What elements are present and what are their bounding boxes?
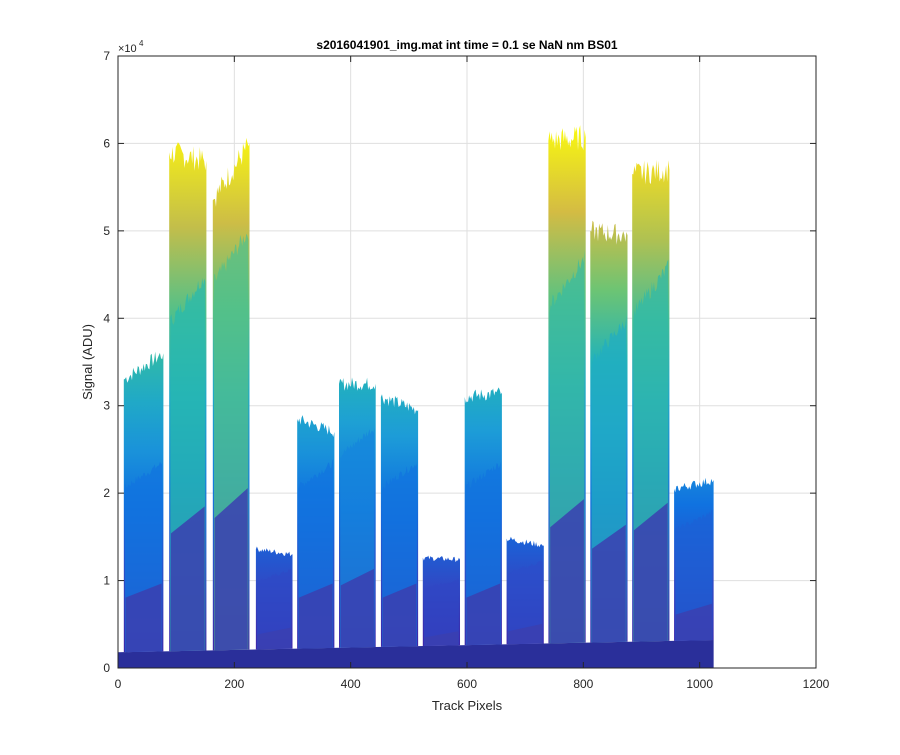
signal-band-base [466, 583, 501, 646]
y-tick-label: 4 [103, 311, 110, 325]
signal-band-base [508, 623, 543, 645]
baseline-floor [118, 640, 714, 668]
signal-band-base [170, 506, 205, 652]
x-tick-label: 400 [341, 677, 361, 691]
x-axis-label: Track Pixels [432, 698, 503, 713]
signal-band-base [592, 524, 626, 643]
chart-title: s2016041901_img.mat int time = 0.1 se Na… [316, 38, 617, 52]
y-exponent: ×10 4 [118, 39, 144, 55]
signal-band-base [382, 583, 417, 647]
signal-band-base [257, 627, 291, 650]
tick-layer: 0 200 400 600 800 1000 1200 0 1 2 3 4 5 6 7 [103, 49, 829, 691]
x-tick-label: 800 [573, 677, 593, 691]
x-tick-label: 0 [115, 677, 122, 691]
y-tick-label: 2 [103, 486, 110, 500]
signal-band-base [298, 583, 333, 649]
x-tick-label: 1200 [803, 677, 830, 691]
x-tick-label: 1000 [686, 677, 713, 691]
signal-band-base [125, 583, 162, 653]
signal-band-base [340, 568, 374, 648]
y-axis-label: Signal (ADU) [80, 324, 95, 400]
y-tick-label: 6 [103, 136, 110, 150]
y-exponent-base: ×10 [118, 43, 137, 55]
signal-band-base [424, 631, 459, 646]
signal-band-inner [507, 560, 543, 645]
y-tick-label: 0 [103, 661, 110, 675]
y-exponent-power: 4 [139, 39, 144, 48]
signal-band-base [214, 488, 248, 651]
y-tick-label: 1 [103, 574, 110, 588]
signal-band-base [550, 499, 584, 644]
y-tick-label: 3 [103, 399, 110, 413]
x-tick-label: 600 [457, 677, 477, 691]
signal-band-base [675, 603, 712, 641]
signal-band-inner [423, 578, 459, 646]
x-tick-label: 200 [224, 677, 244, 691]
series-layer [118, 125, 714, 668]
y-tick-label: 7 [103, 49, 110, 63]
signal-band-base [633, 502, 668, 642]
y-tick-label: 5 [103, 224, 110, 238]
